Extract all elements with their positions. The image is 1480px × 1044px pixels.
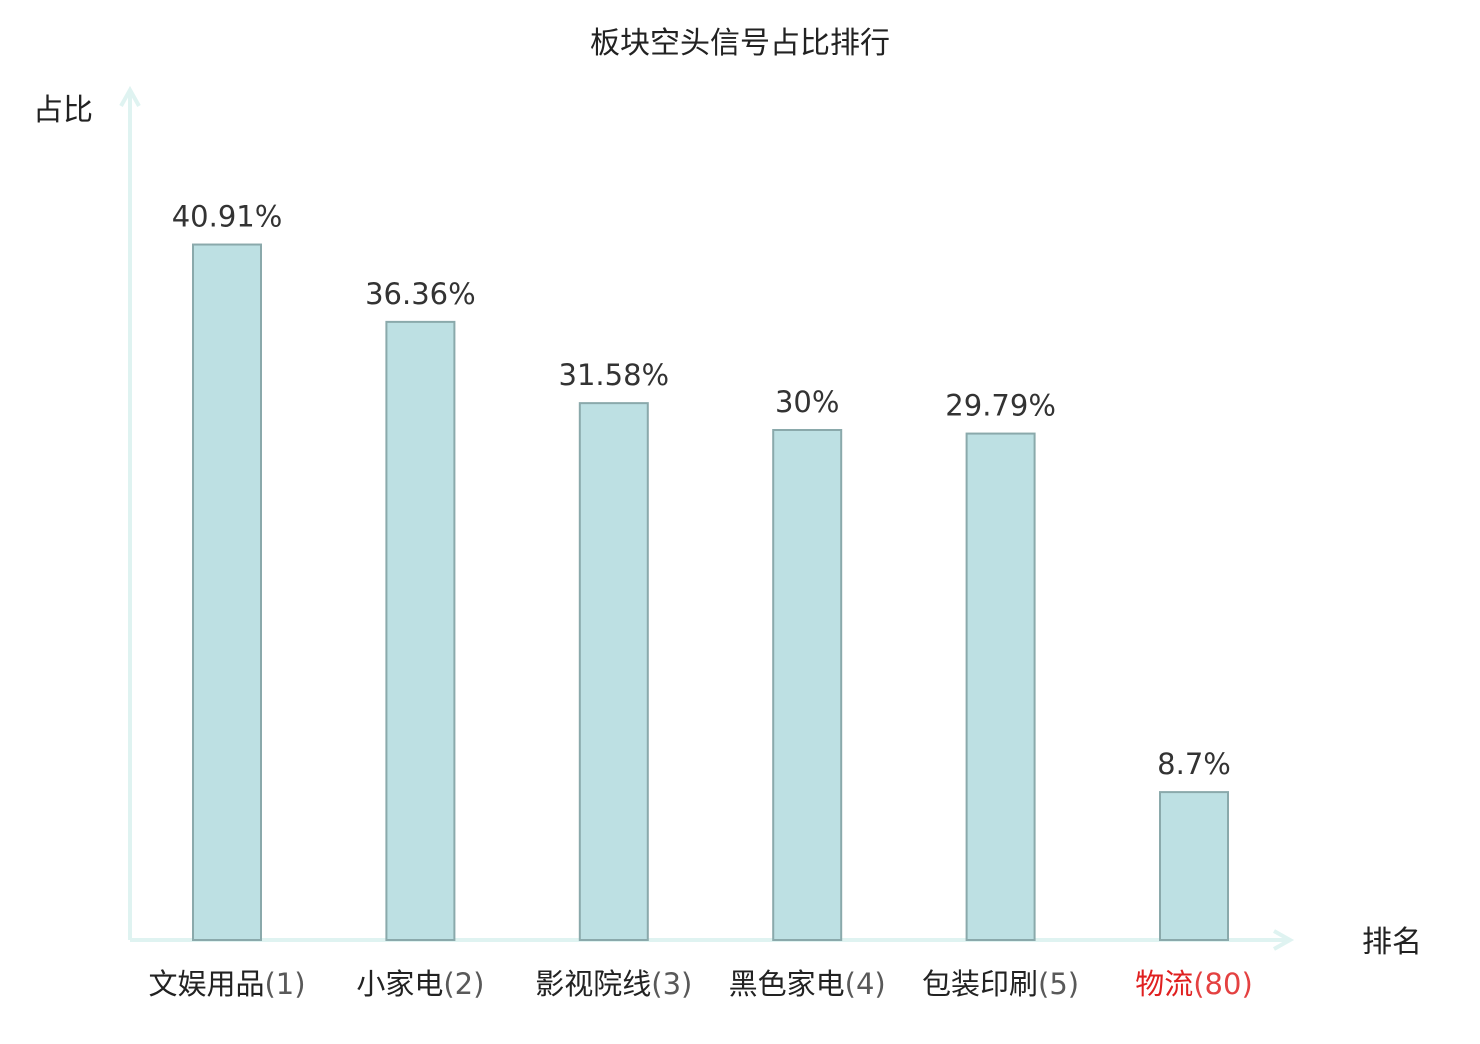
x-tick-label: 包装印刷(5) [922,967,1079,1001]
x-tick-label: 黑色家电(4) [729,967,886,1001]
x-axis-arrow [1273,929,1295,951]
bar-value-label: 30% [775,385,839,419]
x-axis-label: 排名 [1362,925,1422,960]
x-tick-label: 小家电(2) [356,967,484,1001]
x-tick-label: 影视院线(3) [535,967,692,1001]
bar [385,320,456,941]
bar-value-label: 31.58% [559,358,670,392]
bars [192,243,1229,941]
bar-value-label: 8.7% [1157,747,1231,781]
x-tick-label: 文娱用品(1) [148,967,305,1001]
axes [119,85,1295,951]
bar-value-label: 36.36% [365,277,476,311]
chart-title: 板块空头信号占比排行 [590,26,890,61]
bar-value-label: 40.91% [172,200,283,234]
bar [192,243,262,941]
bar-value-label: 29.79% [945,389,1056,423]
y-axis-label: 占比 [33,93,93,128]
bar [1159,791,1229,941]
y-axis-arrow [119,85,141,107]
bar [772,429,843,941]
x-tick-labels: 文娱用品(1) 小家电(2) 影视院线(3) 黑色家电(4) 包装印刷(5) 物流(80) [148,967,1252,1001]
x-tick-label: 物流(80) [1135,967,1253,1001]
bar [965,432,1036,941]
bar [578,402,649,941]
value-labels: 40.91% 36.36% 31.58% 30% 29.79% 8.7% [172,200,1231,782]
